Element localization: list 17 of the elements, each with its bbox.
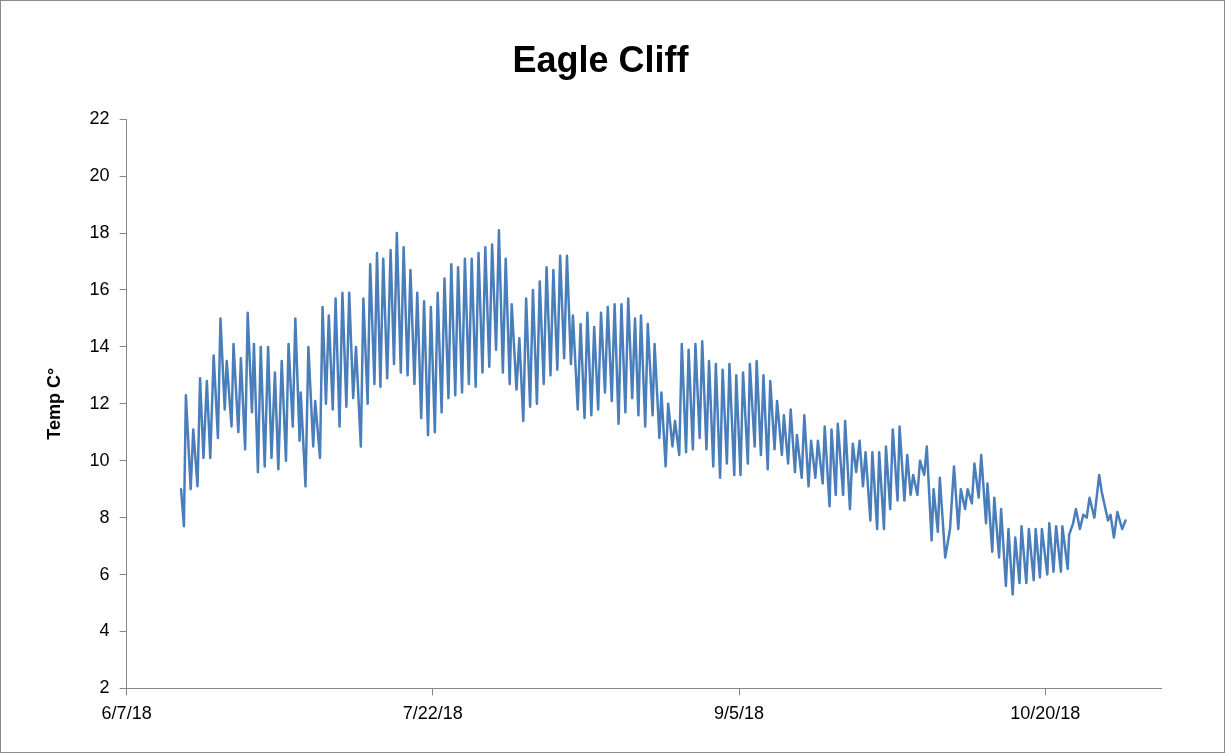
y-tick-label: 20 xyxy=(89,165,110,186)
x-tick-label: 6/7/18 xyxy=(101,703,152,724)
y-tick-label: 6 xyxy=(99,563,110,584)
x-tick-label: 10/20/18 xyxy=(1010,703,1081,724)
y-tick-label: 2 xyxy=(99,677,110,698)
y-tick-label: 14 xyxy=(89,335,110,356)
x-tick-label: 7/22/18 xyxy=(402,703,463,724)
y-tick-label: 18 xyxy=(89,222,110,243)
y-tick-label: 22 xyxy=(89,108,110,129)
y-tick-label: 10 xyxy=(89,449,110,470)
y-tick-label: 4 xyxy=(99,620,110,641)
y-axis-title: Temp C° xyxy=(43,367,64,440)
y-tick-label: 16 xyxy=(89,278,110,299)
y-tick-label: 12 xyxy=(89,392,110,413)
x-tick-label: 9/5/18 xyxy=(714,703,765,724)
chart-title: Eagle Cliff xyxy=(512,38,690,80)
y-tick-label: 8 xyxy=(99,506,110,527)
